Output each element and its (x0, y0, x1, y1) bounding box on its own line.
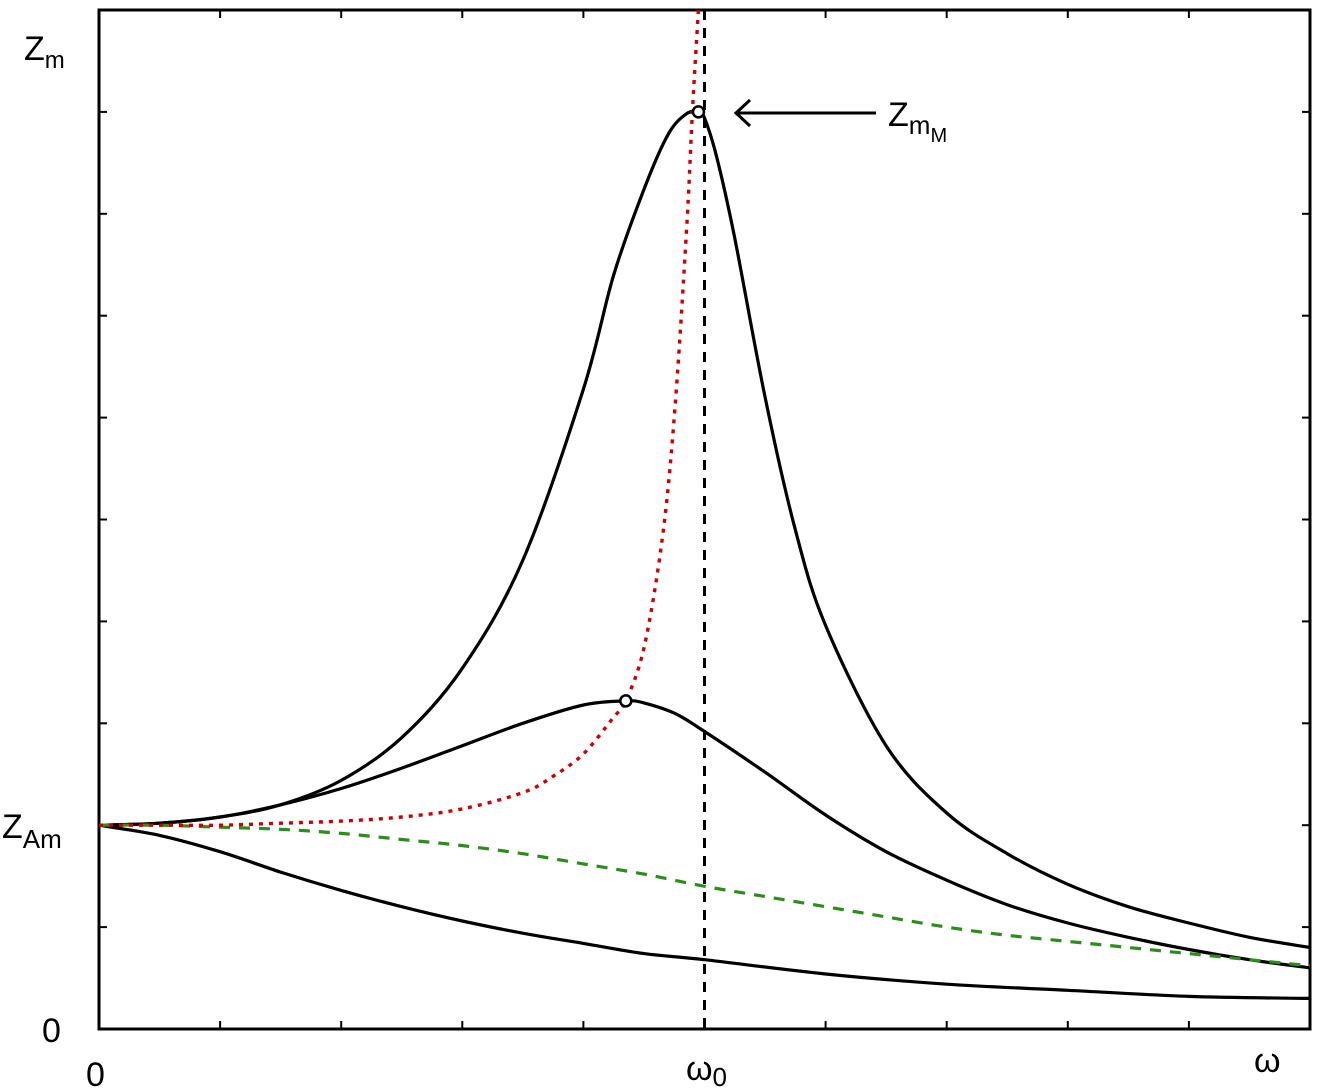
series-line-4 (98, 823, 1311, 968)
peak-marker-1 (691, 105, 706, 119)
x-tick-label-omega0: ω0 (686, 1050, 727, 1092)
y-tick-label-zam: ZAm (2, 808, 62, 854)
y-tick-label-zero: 0 (42, 1012, 61, 1050)
series-line-2 (98, 699, 1311, 970)
series-line-3 (98, 823, 1311, 1000)
series-line-5 (99, 9, 701, 828)
x-axis-label: ω (1254, 1042, 1281, 1080)
peak-marker-2 (619, 694, 633, 708)
annotation-label: ZmM (888, 96, 947, 147)
x-tick-label-zero: 0 (86, 1056, 105, 1092)
annotation-arrow (733, 98, 876, 128)
peak-markers (619, 105, 706, 708)
y-axis-label: Zm (24, 30, 65, 74)
